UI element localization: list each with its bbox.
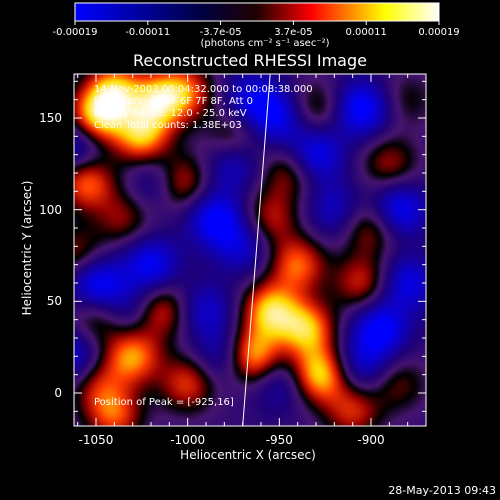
colorbar-units: (photons cm⁻² s⁻¹ asec⁻²) [200, 38, 330, 49]
y-axis-label: Heliocentric Y (arcsec) [20, 180, 34, 316]
timestamp: 28-May-2013 09:43 [388, 484, 496, 497]
info-clean-counts: Clean Total counts: 1.38E+03 [94, 120, 242, 131]
colorbar-tick-label: 3.7e-05 [274, 27, 313, 38]
x-axis-label: Heliocentric X (arcsec) [180, 448, 316, 462]
y-tick-label: 100 [39, 202, 62, 217]
colorbar [74, 2, 440, 22]
colorbar-tick-label: -3.7e-05 [199, 27, 242, 38]
y-tick-label: 150 [39, 111, 62, 125]
y-tick-label: 0 [54, 386, 62, 400]
axis-tick-marks [74, 74, 427, 426]
x-tick-label: -1000 [170, 433, 206, 447]
colorbar-tick-label: 0.00019 [418, 27, 460, 38]
colorbar-tick-marks [74, 21, 440, 25]
heatmap-image [74, 74, 426, 426]
info-time-range: 14-Nov-2003 00:04:32.000 to 00:08:38.000 [94, 84, 313, 95]
colorbar-tick-label: 0.00011 [345, 27, 387, 38]
info-energy-range: Energy Range: 12.0 - 25.0 keV [94, 108, 247, 119]
chart-title: Reconstructed RHESSI Image [133, 51, 367, 70]
peak-position-label: Position of Peak = [-925,16] [94, 397, 234, 408]
y-tick-label: 50 [46, 294, 62, 309]
x-tick-label: -1050 [78, 433, 114, 447]
solar-limb-line [242, 74, 271, 426]
info-detectors: Detectors: 4F 5F 6F 7F 8F, Att 0 [94, 96, 254, 107]
plot-frame [73, 73, 427, 427]
colorbar-tick-label: -0.00019 [52, 27, 98, 38]
x-tick-label: -950 [265, 433, 293, 447]
colorbar-tick-label: -0.00011 [125, 27, 171, 38]
x-tick-label: -900 [357, 433, 385, 447]
